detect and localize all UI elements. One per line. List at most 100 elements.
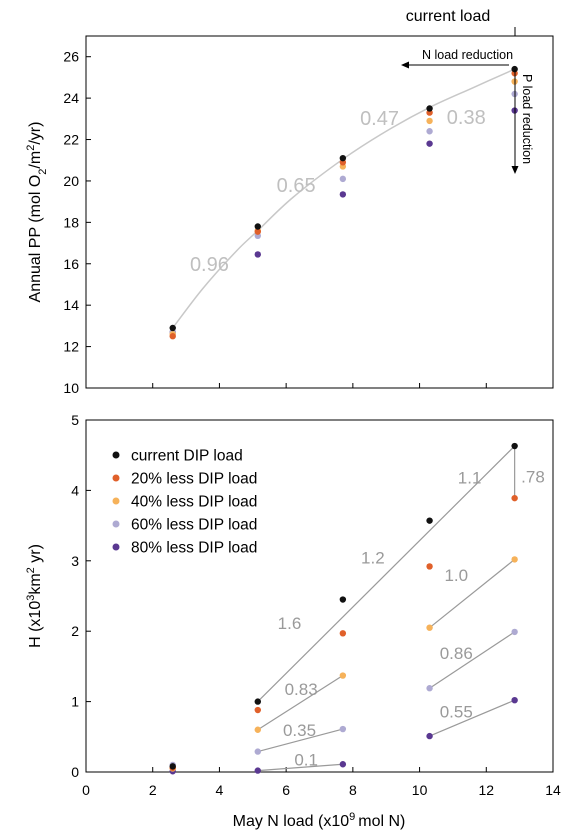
bottom-slope-labels: 1.6 1.2 1.1 .78 0.83 1.0 0.35 0.86 0.1 0.55 — [278, 467, 545, 769]
bottom-data-point — [254, 767, 261, 774]
bottom-data-point — [426, 563, 433, 570]
bottom-data-point — [511, 628, 518, 636]
bottom-slope-label: 1.1 — [458, 469, 482, 488]
bottom-slope-label: 0.83 — [285, 680, 318, 699]
top-y-tick-label: 16 — [63, 256, 79, 272]
bottom-data-points — [169, 442, 518, 775]
bottom-data-point — [511, 556, 518, 563]
bottom-slope-line — [257, 675, 344, 731]
bottom-slope-line — [429, 699, 515, 737]
bottom-y-tick-label: 0 — [71, 764, 79, 780]
bottom-x-tick-label: 14 — [545, 782, 561, 798]
bottom-slope-line — [257, 728, 344, 753]
p-reduction-annotation: P load reduction — [520, 74, 534, 164]
legend-entry: 40% less DIP load — [131, 494, 257, 511]
bottom-y-tick-label: 2 — [71, 623, 79, 639]
legend-marker — [112, 451, 120, 459]
legend-entry: 20% less DIP load — [131, 471, 257, 488]
top-data-point — [169, 324, 176, 332]
bottom-x-tick-label: 0 — [82, 782, 90, 798]
bottom-data-point — [169, 763, 176, 770]
p-reduction-arrowhead — [511, 166, 519, 174]
top-y-axis-ticks: 10 12 14 16 18 20 22 24 26 — [63, 49, 554, 396]
top-slope-label: 0.65 — [277, 175, 316, 197]
bottom-data-point — [511, 442, 518, 450]
legend-marker — [112, 520, 120, 528]
bottom-x-tick-label: 6 — [282, 782, 290, 798]
bottom-slope-label: 0.35 — [283, 721, 316, 740]
bottom-x-tick-label: 12 — [478, 782, 494, 798]
bottom-data-point — [426, 685, 433, 692]
bottom-x-tick-label: 8 — [349, 782, 357, 798]
bottom-x-tick-label: 2 — [149, 782, 157, 798]
legend-marker — [112, 497, 120, 505]
bottom-y-tick-label: 3 — [71, 553, 79, 569]
top-y-tick-label: 22 — [63, 132, 79, 148]
bottom-y-tick-label: 4 — [71, 482, 79, 498]
bottom-x-tick-label: 4 — [216, 782, 224, 798]
top-data-point — [254, 223, 261, 230]
legend-entry: current DIP load — [131, 448, 243, 465]
top-plot-frame — [85, 35, 554, 389]
bottom-data-point — [339, 630, 347, 637]
top-y-tick-label: 14 — [63, 297, 79, 313]
bottom-data-point — [511, 494, 518, 502]
top-data-point — [426, 128, 433, 135]
bottom-slope-line — [429, 558, 516, 629]
bottom-slope-label: 1.0 — [444, 566, 468, 585]
bottom-slope-label: .78 — [521, 467, 545, 486]
top-slope-label: 0.38 — [447, 107, 486, 129]
top-y-tick-label: 12 — [63, 339, 79, 355]
legend-marker — [112, 474, 120, 482]
bottom-slope-label: 0.86 — [440, 644, 473, 663]
legend-entry: 60% less DIP load — [131, 517, 257, 534]
bottom-data-point — [339, 672, 347, 679]
top-data-point — [426, 140, 433, 147]
legend-marker — [112, 543, 120, 551]
top-chart-panel: 10 12 14 16 18 20 22 24 26 0.96 0.65 0.47 0.38 Annu… — [25, 8, 554, 396]
top-data-point — [339, 154, 347, 162]
legend: current DIP load 20% less DIP load 40% les… — [112, 448, 257, 557]
bottom-slope-lines — [257, 445, 516, 772]
bottom-data-point — [254, 748, 261, 755]
n-reduction-arrowhead — [401, 61, 409, 69]
bottom-slope-label: 1.2 — [361, 548, 385, 567]
top-data-point — [426, 105, 433, 112]
top-data-point — [511, 65, 518, 73]
bottom-slope-label: 0.55 — [440, 702, 473, 721]
bottom-data-point — [426, 517, 433, 524]
top-y-tick-label: 26 — [63, 49, 79, 65]
legend-entry: 80% less DIP load — [131, 540, 257, 557]
top-slope-label: 0.47 — [360, 108, 399, 130]
bottom-data-point — [339, 725, 347, 733]
bottom-slope-line — [257, 445, 516, 703]
bottom-data-point — [254, 706, 261, 714]
top-y-axis-label: Annual PP (mol O2/m2/yr) — [25, 122, 49, 303]
top-data-point — [426, 117, 433, 125]
bottom-slope-line — [429, 631, 515, 689]
bottom-y-axis-label: H (x103km2 yr) — [25, 544, 44, 648]
bottom-slope-label: 1.6 — [278, 614, 302, 633]
bottom-data-point — [339, 596, 347, 603]
top-data-point — [254, 251, 261, 258]
top-fit-curve — [172, 68, 515, 329]
bottom-data-point — [254, 726, 261, 733]
x-axis-label: May N load (x109 mol N) — [233, 811, 406, 830]
bottom-data-point — [426, 732, 433, 740]
bottom-y-axis-ticks: 0 1 2 3 4 5 — [71, 412, 91, 780]
top-y-tick-label: 18 — [63, 214, 79, 230]
top-data-point — [254, 228, 261, 235]
bottom-data-point — [254, 698, 261, 705]
top-data-point — [169, 333, 176, 340]
top-y-tick-label: 24 — [63, 90, 79, 106]
top-data-points — [169, 65, 518, 340]
bottom-slope-line — [257, 763, 343, 772]
bottom-slope-label: 0.1 — [294, 750, 318, 769]
top-data-point — [339, 175, 347, 183]
bottom-plot-frame — [85, 419, 554, 773]
bottom-data-point — [339, 761, 347, 768]
top-y-tick-label: 20 — [63, 173, 79, 189]
bottom-y-tick-label: 5 — [71, 412, 79, 428]
